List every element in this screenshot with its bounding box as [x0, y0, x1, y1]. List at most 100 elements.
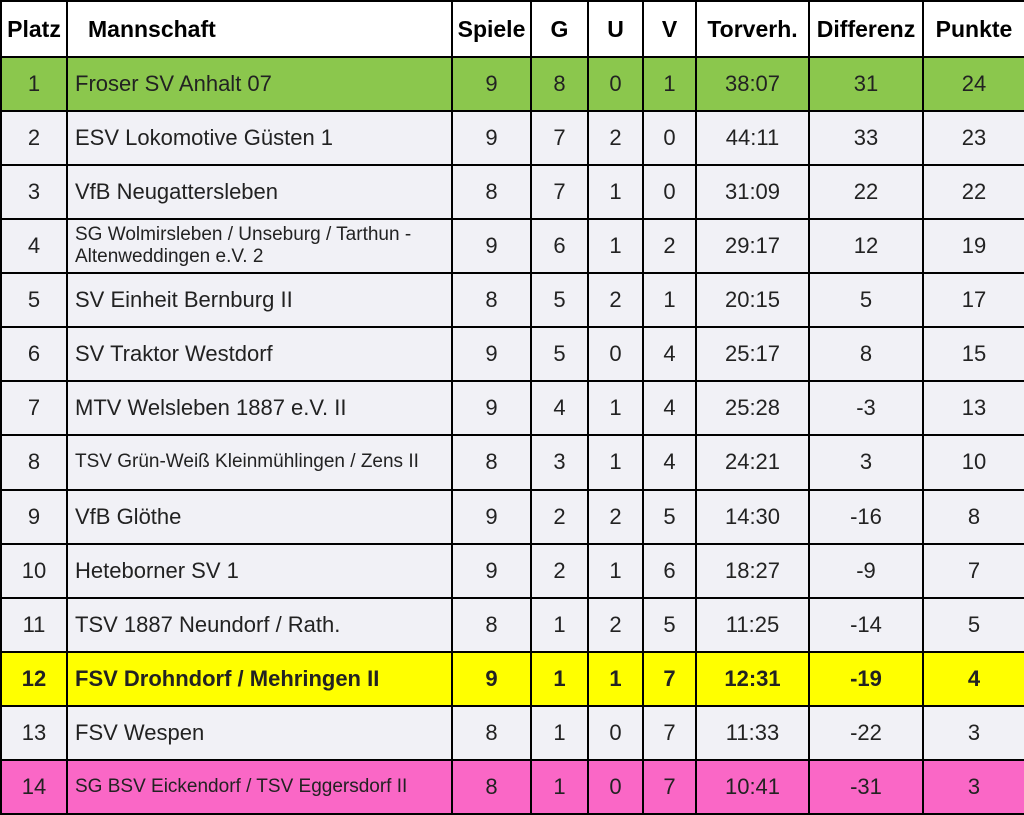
table-row: 5 SV Einheit Bernburg II 8 5 2 1 20:15 5 17: [0, 272, 1024, 329]
spiele-cell: 8: [451, 758, 532, 815]
goal-diff-cell: 22: [808, 164, 924, 221]
wins-cell: 5: [530, 326, 589, 383]
goal-ratio-cell: 44:11: [695, 110, 810, 167]
losses-cell: 0: [642, 164, 697, 221]
table-row: 7 MTV Welsleben 1887 e.V. II 9 4 1 4 25:28 -3 13: [0, 380, 1024, 437]
draws-cell: 2: [587, 488, 644, 545]
goal-diff-cell: 33: [808, 110, 924, 167]
draws-cell: 2: [587, 110, 644, 167]
points-cell: 24: [922, 55, 1024, 113]
team-cell: ESV Lokomotive Güsten 1: [66, 110, 453, 167]
draws-cell: 2: [587, 272, 644, 329]
draws-cell: 1: [587, 542, 644, 599]
team-cell: Heteborner SV 1: [66, 542, 453, 599]
table-row: 12 FSV Drohndorf / Mehringen II 9 1 1 7 12:31-…: [0, 650, 1024, 707]
losses-cell: 6: [642, 542, 697, 599]
platz-cell: 9: [0, 488, 68, 545]
losses-cell: 1: [642, 55, 697, 113]
platz-cell: 13: [0, 704, 68, 761]
goal-diff-cell: -31: [808, 758, 924, 815]
draws-cell: 1: [587, 164, 644, 221]
losses-cell: 1: [642, 272, 697, 329]
goal-diff-cell: -19: [808, 650, 924, 707]
team-cell: TSV 1887 Neundorf / Rath.: [66, 596, 453, 653]
platz-cell: 10: [0, 542, 68, 599]
goal-diff-cell: -3: [808, 380, 924, 437]
points-cell: 19: [922, 218, 1024, 275]
goal-ratio-cell: 38:07: [695, 55, 810, 113]
draws-cell: 0: [587, 704, 644, 761]
draws-cell: 1: [587, 218, 644, 275]
column-header-spiele: Spiele: [451, 0, 532, 58]
table-row: 4 SG Wolmirsleben / Unseburg / Tarthun - …: [0, 218, 1024, 275]
column-header-mannschaft: Mannschaft: [66, 0, 453, 58]
draws-cell: 1: [587, 434, 644, 491]
goal-ratio-cell: 14:30: [695, 488, 810, 545]
table-row: 9 VfB Glöthe 9 2 2 5 14:30 -16 8: [0, 488, 1024, 545]
goal-ratio-cell: 11:25: [695, 596, 810, 653]
table-row: 13 FSV Wespen 8 1 0 7 11:33 -22 3: [0, 704, 1024, 761]
platz-cell: 11: [0, 596, 68, 653]
draws-cell: 0: [587, 326, 644, 383]
losses-cell: 2: [642, 218, 697, 275]
points-cell: 4: [922, 650, 1024, 707]
draws-cell: 1: [587, 380, 644, 437]
table-row: 3 VfB Neugattersleben 8 7 1 0 31:09 22 22: [0, 164, 1024, 221]
wins-cell: 7: [530, 164, 589, 221]
column-header-v: V: [642, 0, 697, 58]
goal-diff-cell: -9: [808, 542, 924, 599]
spiele-cell: 9: [451, 218, 532, 275]
goal-ratio-cell: 31:09: [695, 164, 810, 221]
platz-cell: 7: [0, 380, 68, 437]
goal-diff-cell: -22: [808, 704, 924, 761]
header-row: Platz Mannschaft Spiele G U V Torverh. D…: [0, 0, 1024, 58]
goal-ratio-cell: 29:17: [695, 218, 810, 275]
goal-diff-cell: -16: [808, 488, 924, 545]
table-header: Platz Mannschaft Spiele G U V Torverh. D…: [0, 0, 1024, 58]
spiele-cell: 9: [451, 55, 532, 113]
platz-cell: 8: [0, 434, 68, 491]
table-row: 14 SG BSV Eickendorf / TSV Eggersdorf II 8…: [0, 758, 1024, 815]
points-cell: 22: [922, 164, 1024, 221]
wins-cell: 4: [530, 380, 589, 437]
column-header-g: G: [530, 0, 589, 58]
table-row: 11 TSV 1887 Neundorf / Rath. 8 1 2 5 11:25 -14 5: [0, 596, 1024, 653]
spiele-cell: 9: [451, 650, 532, 707]
table-row: 1 Froser SV Anhalt 07 9 8 0 1 38:07 31 24: [0, 55, 1024, 113]
team-cell: Froser SV Anhalt 07: [66, 55, 453, 113]
column-header-torverh: Torverh.: [695, 0, 810, 58]
column-header-punkte: Punkte: [922, 0, 1024, 58]
team-cell: TSV Grün-Weiß Kleinmühlingen / Zens II: [66, 434, 453, 491]
wins-cell: 3: [530, 434, 589, 491]
spiele-cell: 9: [451, 542, 532, 599]
goal-ratio-cell: 12:31: [695, 650, 810, 707]
column-header-platz: Platz: [0, 0, 68, 58]
column-header-differenz: Differenz: [808, 0, 924, 58]
spiele-cell: 8: [451, 434, 532, 491]
points-cell: 17: [922, 272, 1024, 329]
platz-cell: 12: [0, 650, 68, 707]
spiele-cell: 8: [451, 272, 532, 329]
spiele-cell: 8: [451, 704, 532, 761]
draws-cell: 2: [587, 596, 644, 653]
losses-cell: 7: [642, 758, 697, 815]
spiele-cell: 8: [451, 164, 532, 221]
spiele-cell: 8: [451, 596, 532, 653]
team-cell: VfB Neugattersleben: [66, 164, 453, 221]
team-cell: SG BSV Eickendorf / TSV Eggersdorf II: [66, 758, 453, 815]
points-cell: 13: [922, 380, 1024, 437]
team-cell: SV Einheit Bernburg II: [66, 272, 453, 329]
goal-diff-cell: -14: [808, 596, 924, 653]
wins-cell: 1: [530, 758, 589, 815]
platz-cell: 14: [0, 758, 68, 815]
points-cell: 10: [922, 434, 1024, 491]
goal-ratio-cell: 20:15: [695, 272, 810, 329]
points-cell: 15: [922, 326, 1024, 383]
losses-cell: 7: [642, 650, 697, 707]
team-cell: FSV Drohndorf / Mehringen II: [66, 650, 453, 707]
draws-cell: 0: [587, 758, 644, 815]
wins-cell: 7: [530, 110, 589, 167]
team-cell: VfB Glöthe: [66, 488, 453, 545]
wins-cell: 1: [530, 650, 589, 707]
